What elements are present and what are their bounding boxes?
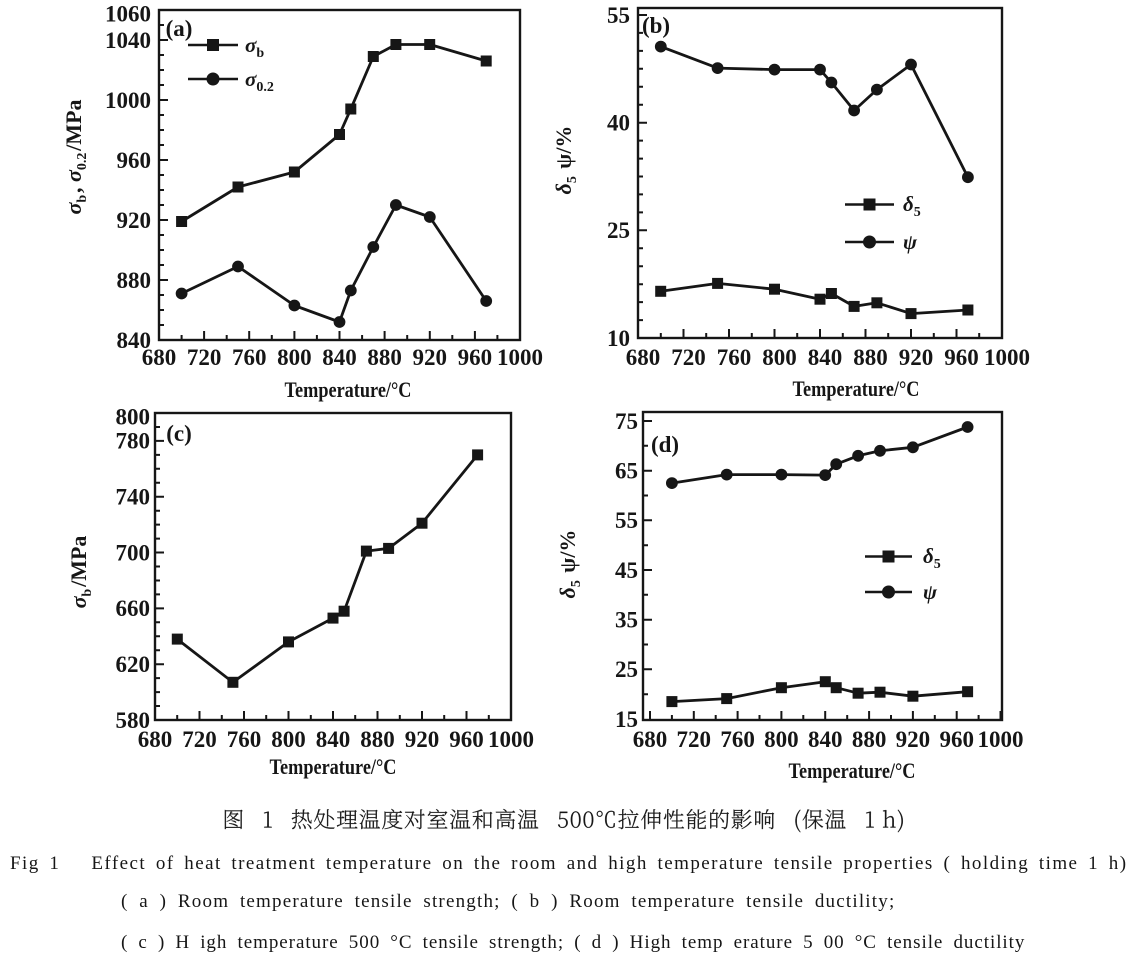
svg-text:55: 55 xyxy=(607,3,630,28)
svg-text:Temperature/°C: Temperature/°C xyxy=(285,377,412,402)
svg-text:920: 920 xyxy=(117,208,152,233)
svg-text:680: 680 xyxy=(138,727,173,752)
svg-text:880: 880 xyxy=(852,727,887,752)
svg-text:920: 920 xyxy=(413,345,448,370)
svg-text:920: 920 xyxy=(896,727,931,752)
svg-text:960: 960 xyxy=(449,727,484,752)
svg-text:720: 720 xyxy=(182,727,217,752)
svg-text:65: 65 xyxy=(615,459,638,484)
svg-text:960: 960 xyxy=(458,345,493,370)
svg-text:800: 800 xyxy=(762,345,797,370)
svg-text:40: 40 xyxy=(607,111,630,136)
svg-text:760: 760 xyxy=(717,345,752,370)
svg-text:840: 840 xyxy=(808,727,843,752)
svg-text:10: 10 xyxy=(607,326,630,351)
svg-text:800: 800 xyxy=(271,727,306,752)
svg-text:680: 680 xyxy=(633,727,668,752)
svg-text:760: 760 xyxy=(232,345,267,370)
svg-text:880: 880 xyxy=(117,268,152,293)
svg-text:740: 740 xyxy=(116,485,151,510)
svg-text:σb /MPa: σb /MPa xyxy=(66,536,95,609)
svg-text:55: 55 xyxy=(615,508,638,533)
svg-text:780: 780 xyxy=(116,429,151,454)
svg-text:620: 620 xyxy=(116,652,151,677)
svg-text:1000: 1000 xyxy=(105,88,151,113)
svg-text:δ5: δ5 xyxy=(923,544,943,572)
svg-text:1000: 1000 xyxy=(497,345,543,370)
svg-text:840: 840 xyxy=(117,328,152,353)
svg-text:45: 45 xyxy=(615,558,638,583)
svg-text:760: 760 xyxy=(227,727,262,752)
svg-text:880: 880 xyxy=(367,345,402,370)
svg-text:840: 840 xyxy=(808,345,843,370)
svg-text:(d): (d) xyxy=(651,432,679,457)
svg-text:(c): (c) xyxy=(166,421,192,446)
svg-text:580: 580 xyxy=(116,708,151,733)
svg-text:920: 920 xyxy=(405,727,440,752)
svg-text:700: 700 xyxy=(116,540,151,565)
svg-text:Temperature/°C: Temperature/°C xyxy=(789,758,916,783)
svg-text:1060: 1060 xyxy=(105,1,151,26)
svg-text:880: 880 xyxy=(360,727,395,752)
svg-text:800: 800 xyxy=(116,404,151,429)
svg-text:960: 960 xyxy=(117,148,152,173)
svg-text:680: 680 xyxy=(142,345,177,370)
svg-text:880: 880 xyxy=(853,345,888,370)
svg-text:920: 920 xyxy=(899,345,934,370)
svg-text:ψ: ψ xyxy=(923,580,938,604)
svg-text:δ5 ψ/%: δ5 ψ/% xyxy=(551,126,580,195)
svg-text:σb: σb xyxy=(245,33,266,61)
svg-text:25: 25 xyxy=(615,657,638,682)
svg-text:800: 800 xyxy=(277,345,312,370)
svg-text:1040: 1040 xyxy=(105,28,151,53)
svg-text:ψ: ψ xyxy=(903,230,918,254)
svg-text:(a): (a) xyxy=(166,16,193,41)
svg-text:1000: 1000 xyxy=(978,727,1024,752)
svg-text:1000: 1000 xyxy=(488,727,534,752)
svg-text:Temperature/°C: Temperature/°C xyxy=(270,754,397,779)
svg-text:840: 840 xyxy=(316,727,351,752)
svg-text:1000: 1000 xyxy=(984,345,1030,370)
svg-text:720: 720 xyxy=(677,727,712,752)
svg-text:800: 800 xyxy=(764,727,799,752)
svg-text:σ0.2: σ0.2 xyxy=(245,67,276,95)
svg-text:(b): (b) xyxy=(642,13,670,38)
svg-text:660: 660 xyxy=(116,596,151,621)
svg-text:960: 960 xyxy=(944,345,979,370)
svg-text:760: 760 xyxy=(720,727,755,752)
svg-text:δ5: δ5 xyxy=(903,192,923,220)
svg-text:720: 720 xyxy=(671,345,706,370)
svg-text:15: 15 xyxy=(615,707,638,732)
svg-text:σb , σ0.2 /MPa: σb , σ0.2 /MPa xyxy=(61,99,90,214)
svg-text:35: 35 xyxy=(615,608,638,633)
svg-text:960: 960 xyxy=(939,727,974,752)
svg-text:25: 25 xyxy=(607,218,630,243)
svg-text:75: 75 xyxy=(615,409,638,434)
svg-text:680: 680 xyxy=(626,345,661,370)
svg-text:Temperature/°C: Temperature/°C xyxy=(793,376,920,401)
svg-text:δ5 ψ/%: δ5 ψ/% xyxy=(555,530,584,599)
svg-text:720: 720 xyxy=(187,345,222,370)
svg-text:840: 840 xyxy=(322,345,357,370)
